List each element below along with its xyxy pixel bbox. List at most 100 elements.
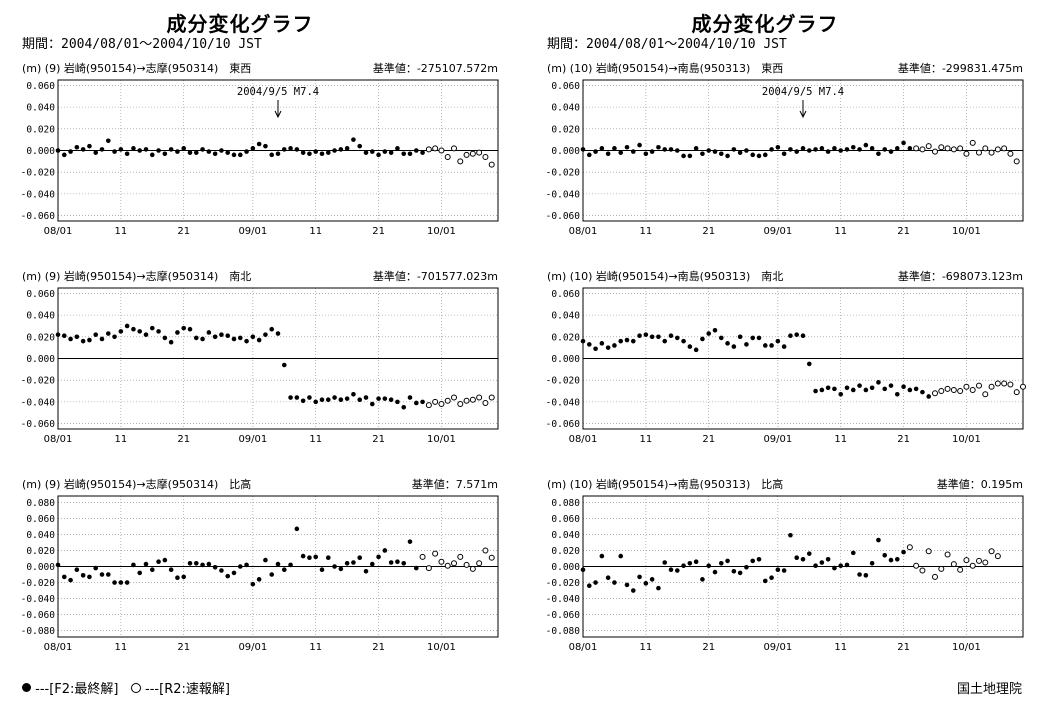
final-solution-point [294, 147, 300, 152]
final-solution-point [175, 330, 180, 335]
final-solution-point [351, 137, 356, 142]
final-solution-point [275, 561, 281, 567]
rapid-solution-point [963, 383, 970, 390]
y-tick-label: 0.020 [551, 546, 580, 557]
period-label: 期間：2004/08/01～2004/10/10 JST [547, 37, 787, 52]
x-tick-label: 21 [372, 642, 385, 653]
final-solution-point [357, 555, 363, 560]
final-solution-point [737, 570, 743, 576]
final-solution-point [357, 143, 363, 149]
y-tick-label: -0.040 [546, 189, 581, 200]
final-solution-point [844, 385, 850, 391]
final-solution-point [725, 558, 730, 564]
rapid-solution-point [982, 559, 989, 566]
final-solution-point [137, 329, 143, 334]
final-solution-point [744, 148, 749, 153]
rapid-solution-point [982, 391, 989, 398]
final-solution-point [231, 570, 237, 576]
final-solution-point [630, 149, 636, 154]
x-tick-label: 08/01 [44, 642, 73, 653]
final-solution-point [181, 574, 187, 580]
final-solution-point [420, 150, 425, 155]
final-solution-point [263, 143, 268, 149]
final-solution-point [850, 550, 856, 556]
final-solution-point [662, 147, 668, 152]
rapid-solution-point [932, 573, 938, 580]
y-tick-label: 0.000 [26, 354, 55, 365]
x-tick-label: 21 [177, 642, 190, 653]
final-solution-point [181, 325, 187, 331]
final-solution-point [712, 569, 718, 575]
y-tick-label: 0.040 [551, 311, 580, 322]
final-solution-point [131, 562, 136, 568]
rapid-solution-marker [130, 682, 141, 693]
final-solution-point [395, 146, 400, 151]
rapid-solution-point [469, 565, 476, 572]
final-solution-point [681, 153, 686, 159]
final-solution-point [725, 153, 730, 159]
y-tick-label: 0.040 [26, 530, 55, 541]
final-solution-point [700, 336, 705, 342]
final-solution-point [643, 581, 649, 586]
y-tick-label: -0.040 [546, 594, 581, 605]
panel-header-left: (m) (10) 岩崎(950154)→南島(950313) 比高 [547, 477, 783, 491]
y-tick-label: -0.020 [546, 168, 581, 179]
earthquake-annotation: 2004/9/5 M7.4 [762, 86, 844, 98]
rapid-solution-point [451, 394, 457, 401]
final-solution-point [74, 144, 80, 150]
rapid-solution-point [1013, 389, 1020, 396]
x-tick-label: 09/01 [238, 226, 267, 237]
final-solution-point [231, 336, 237, 342]
final-solution-point [300, 398, 306, 404]
x-tick-label: 21 [702, 642, 715, 653]
annotation-arrow-head [799, 110, 807, 119]
final-solution-point [382, 149, 388, 154]
rapid-solution-point [932, 390, 938, 397]
final-solution-point [225, 333, 231, 339]
final-solution-point [225, 573, 231, 579]
final-solution-point [825, 556, 831, 562]
final-solution-point [124, 323, 130, 329]
final-solution-point [219, 148, 224, 153]
x-tick-label: 11 [834, 642, 847, 653]
final-solution-point [55, 332, 61, 337]
final-solution-point [61, 152, 67, 158]
rapid-solution-point [457, 401, 464, 408]
y-tick-label: -0.060 [546, 211, 581, 222]
final-solution-point [168, 339, 174, 345]
final-solution-point [263, 332, 268, 337]
final-solution-point [256, 141, 262, 147]
final-solution-point [781, 151, 787, 157]
final-solution-point [599, 553, 605, 559]
y-tick-label: 0.060 [26, 81, 55, 92]
final-solution-point [788, 532, 793, 538]
final-solution-point [800, 333, 806, 339]
rapid-solution-point [419, 553, 426, 560]
right-column: 成分変化グラフ 期間：2004/08/01～2004/10/10 JST (m)… [525, 0, 1045, 670]
y-tick-label: -0.060 [21, 610, 56, 621]
x-tick-label: 21 [897, 642, 910, 653]
final-solution-point [775, 144, 781, 150]
y-tick-label: -0.020 [21, 578, 56, 589]
rapid-solution-point [950, 386, 957, 393]
final-solution-point [832, 146, 837, 151]
final-solution-point [413, 565, 419, 571]
y-tick-label: -0.060 [546, 419, 581, 430]
rapid-solution-point [463, 397, 470, 404]
rapid-solution-point [982, 145, 989, 152]
final-solution-point [93, 565, 99, 571]
final-solution-point [237, 335, 243, 341]
final-solution-point [193, 560, 199, 566]
rapid-solution-point [425, 402, 432, 409]
final-solution-point [718, 335, 724, 341]
final-solution-point [668, 147, 674, 152]
y-tick-label: -0.040 [21, 397, 56, 408]
x-tick-label: 10/01 [427, 226, 456, 237]
final-solution-point [382, 396, 388, 401]
chart-svg-east-west-9: (m) (9) 岩崎(950154)→志摩(950314) 東西 基準値：-275… [21, 61, 499, 237]
final-solution-point [118, 147, 124, 152]
plot-frame [57, 287, 499, 430]
final-solution-point [593, 580, 598, 585]
rapid-solution-point [988, 149, 995, 156]
x-tick-label: 08/01 [44, 434, 73, 445]
